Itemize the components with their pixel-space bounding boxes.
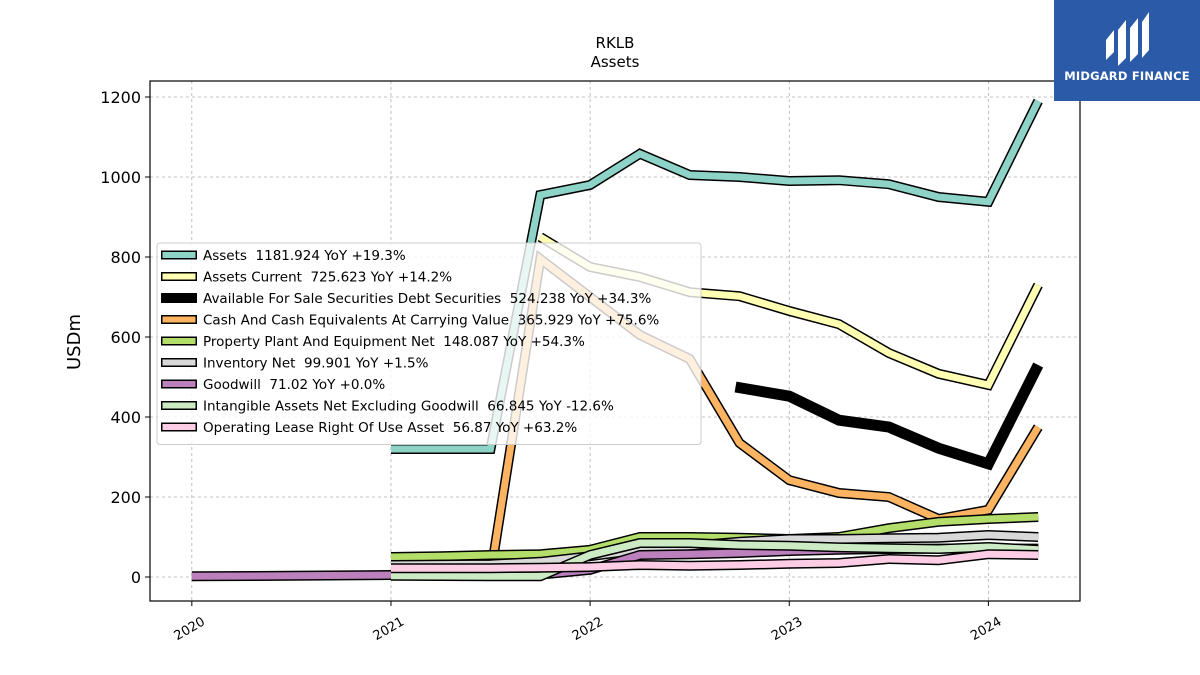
series-0 xyxy=(391,98,1043,454)
series-line xyxy=(391,550,1039,572)
series-line xyxy=(390,539,1039,580)
x-tick-label: 2023 xyxy=(769,614,805,644)
midgard-finance-logo: MIDGARD FINANCE xyxy=(1054,0,1200,101)
legend-entry: Goodwill 71.02 YoY +0.0% xyxy=(203,377,385,393)
legend-entry: Operating Lease Right Of Use Asset 56.87… xyxy=(203,420,577,436)
legend-entry: Cash And Cash Equivalents At Carrying Va… xyxy=(203,313,659,329)
midgard-logo-icon xyxy=(1106,12,1149,66)
series-4 xyxy=(390,512,1039,562)
x-tick-label: 2021 xyxy=(371,614,407,644)
series-8 xyxy=(391,549,1039,574)
plot-frame xyxy=(149,80,1081,602)
y-tick-label: 600 xyxy=(110,328,141,347)
legend-box xyxy=(156,242,702,445)
y-tick-label: 400 xyxy=(110,408,141,427)
legend-entry: Assets 1181.924 YoY +19.3% xyxy=(203,248,406,264)
y-axis-label: USDm xyxy=(64,314,85,370)
legend-entry: Property Plant And Equipment Net 148.087… xyxy=(203,334,585,350)
series-line xyxy=(734,362,1044,471)
x-tick-label: 2022 xyxy=(570,614,606,644)
y-tick-label: 1200 xyxy=(100,88,141,107)
y-tick-label: 800 xyxy=(110,248,141,267)
legend-entry: Available For Sale Securities Debt Secur… xyxy=(203,291,652,307)
series-line xyxy=(391,99,1042,453)
chart-title: RKLB xyxy=(596,34,635,52)
legend-entry: Intangible Assets Net Excluding Goodwill… xyxy=(203,399,614,415)
x-tick-label: 2024 xyxy=(968,614,1004,644)
y-tick-label: 200 xyxy=(110,488,141,507)
legend-entry: Inventory Net 99.901 YoY +1.5% xyxy=(203,356,429,372)
y-tick-label: 0 xyxy=(131,568,141,587)
chart-subtitle: Assets xyxy=(591,53,640,71)
series-line xyxy=(390,513,1039,561)
series-7 xyxy=(390,538,1039,582)
series-2 xyxy=(734,362,1044,471)
y-tick-label: 1000 xyxy=(100,168,141,187)
x-tick-label: 2020 xyxy=(172,614,208,644)
legend-entry: Assets Current 725.623 YoY +14.2% xyxy=(203,270,452,286)
logo-text: MIDGARD FINANCE xyxy=(1064,69,1190,83)
